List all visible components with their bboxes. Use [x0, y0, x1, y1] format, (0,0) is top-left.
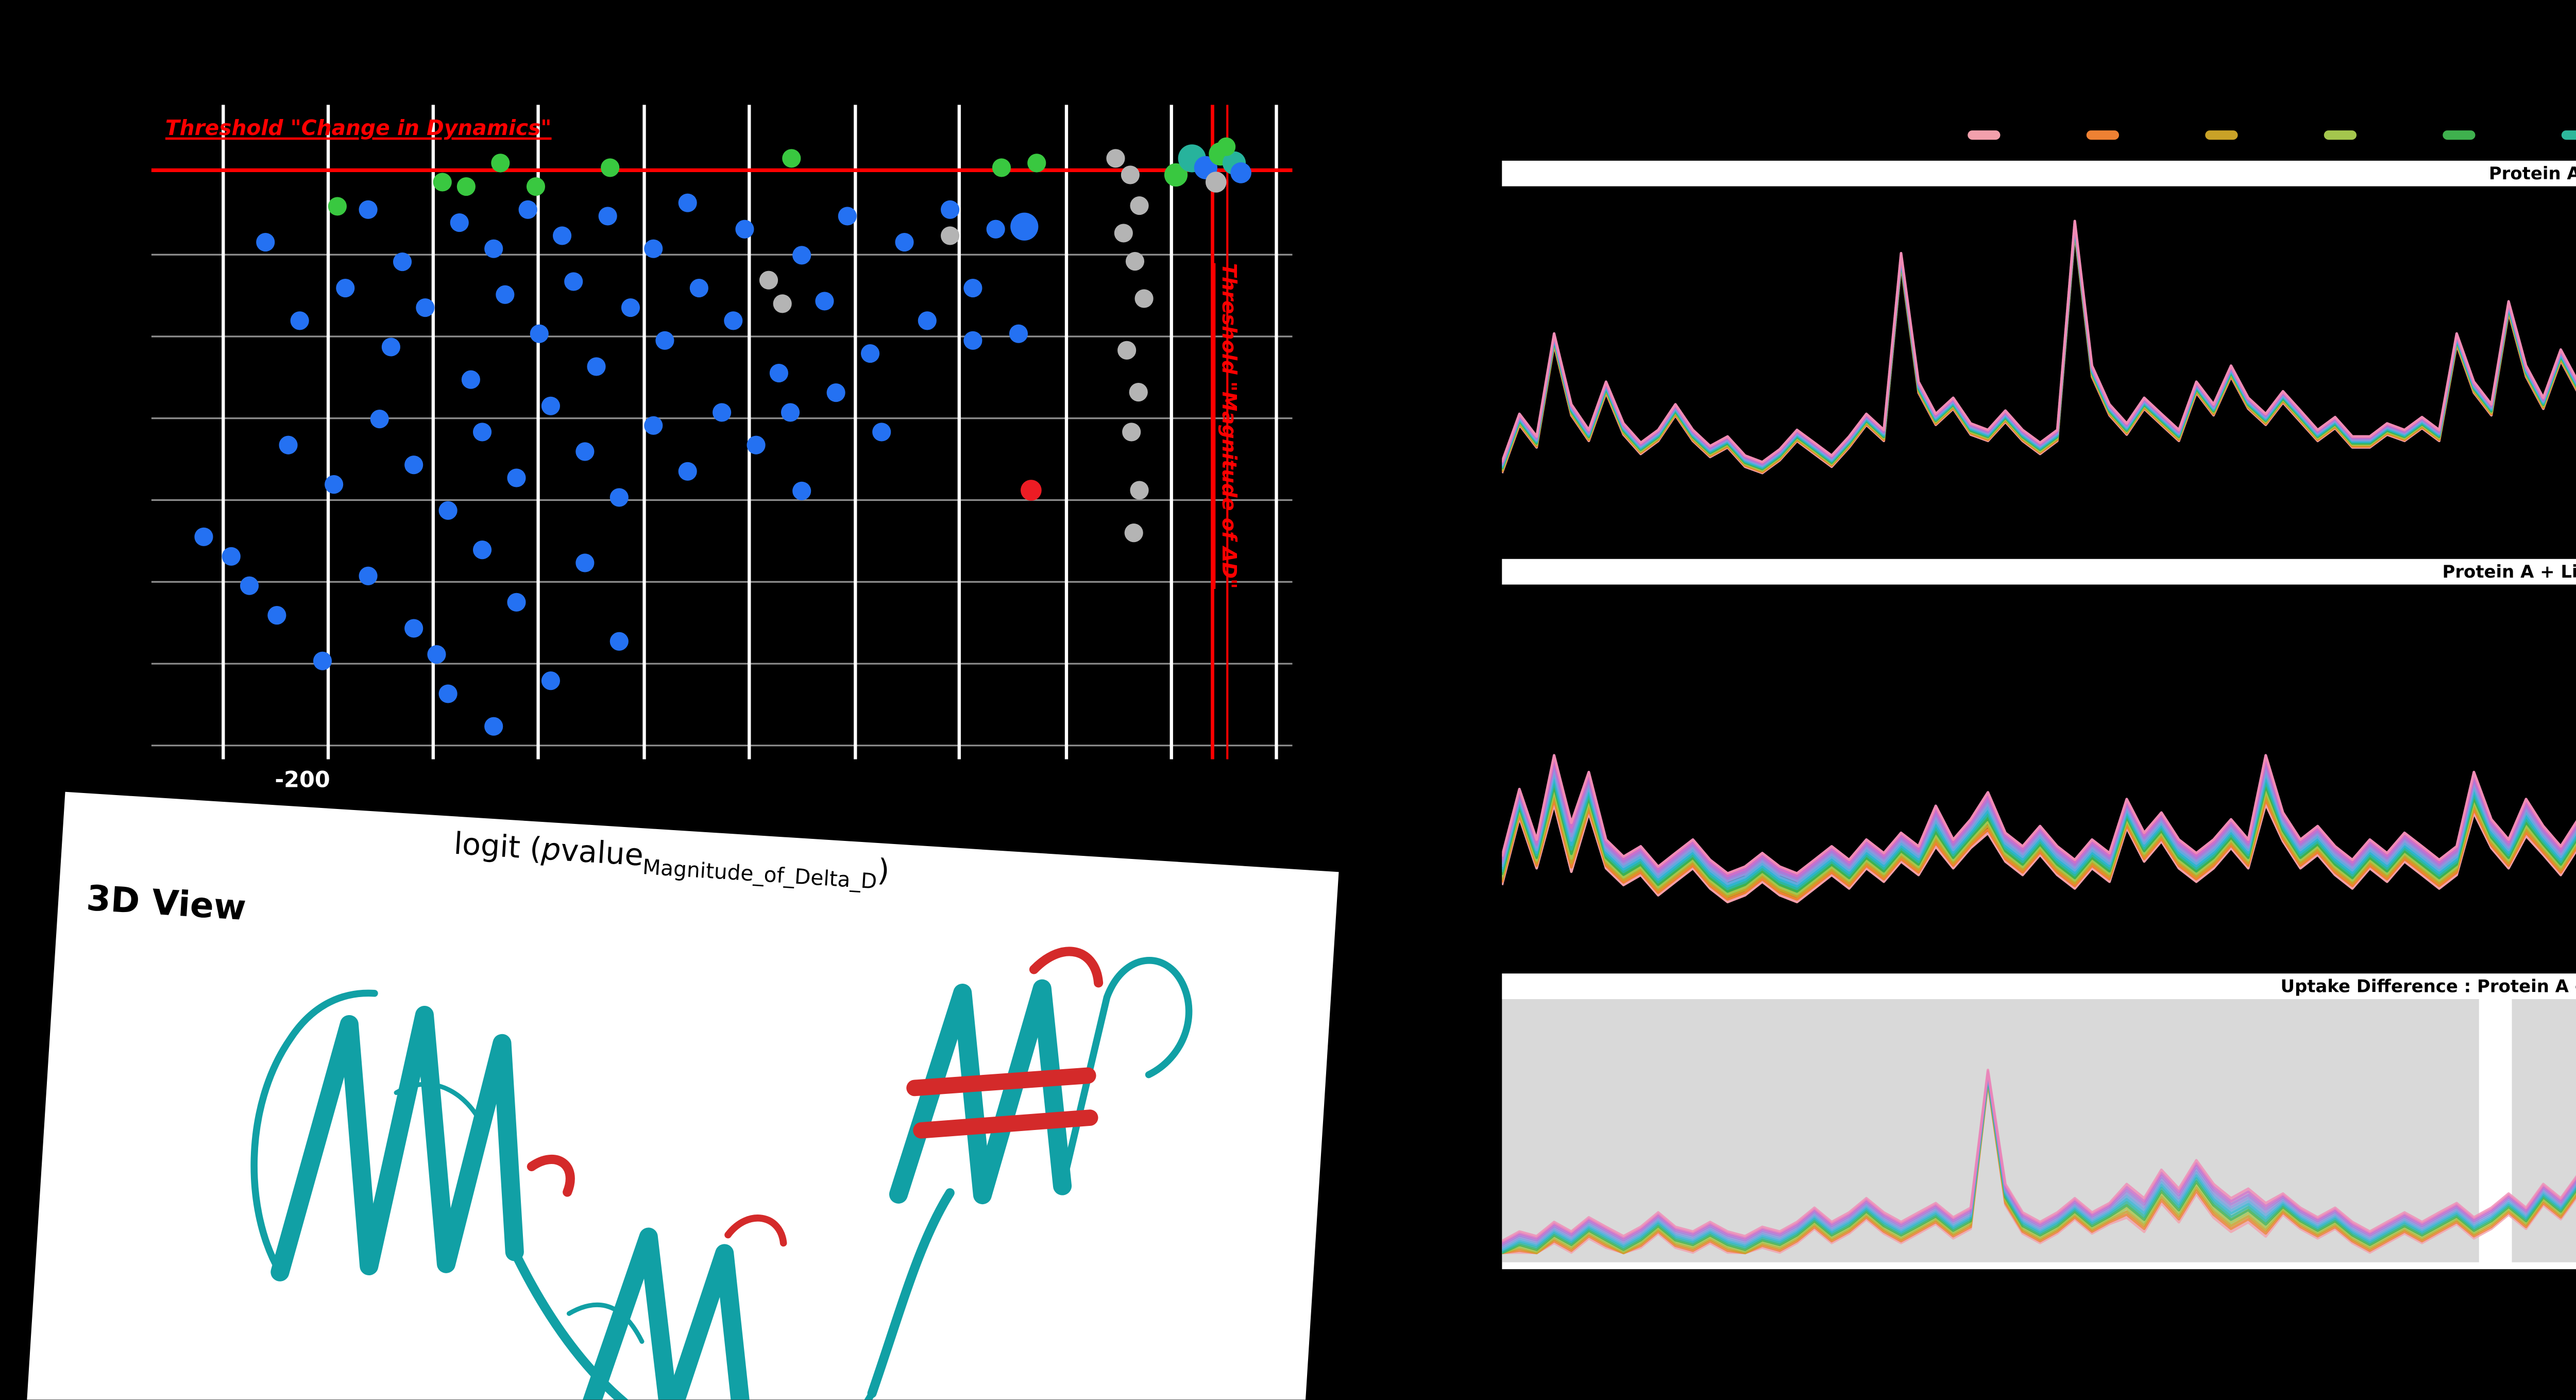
volcano-x-tick: -200: [275, 768, 330, 795]
xlabel-p: p: [540, 833, 562, 870]
chart-title-uptake-difference: Uptake Difference : Protein A - (Protein…: [1502, 973, 2576, 999]
3d-view-panel[interactable]: logit (pvalueMagnitude_of_Delta_D) 3D Vi…: [21, 791, 1339, 1400]
chart-panel-uptake-difference: Uptake Difference : Protein A - (Protein…: [1502, 973, 2576, 1270]
chart-panel-protein-a-ligand: Protein A + Ligand: [1502, 559, 2576, 955]
legend-swatch[interactable]: [1968, 130, 2001, 140]
xlabel-suffix: ): [876, 854, 891, 890]
timepoint-legend: [1968, 130, 2576, 140]
volcano-plot[interactable]: Threshold "Change in Dynamics" Threshold…: [151, 105, 1293, 760]
chart-panel-protein-a: Protein A: [1502, 160, 2576, 541]
legend-swatch[interactable]: [2205, 130, 2238, 140]
legend-swatch[interactable]: [2086, 130, 2120, 140]
uptake-difference-chart[interactable]: [1502, 999, 2576, 1270]
chart-title-protein-a-ligand: Protein A + Ligand: [1502, 559, 2576, 585]
xlabel-prefix: logit (: [452, 828, 543, 869]
legend-swatch[interactable]: [2561, 130, 2576, 140]
threshold-change-label: Threshold "Change in Dynamics": [165, 119, 552, 142]
uptake-chart-protein-a-ligand[interactable]: [1502, 584, 2576, 955]
uptake-chart-protein-a[interactable]: [1502, 186, 2576, 541]
chart-title-protein-a: Protein A: [1502, 160, 2576, 187]
legend-swatch[interactable]: [2443, 130, 2476, 140]
volcano-canvas[interactable]: [151, 105, 1293, 760]
threshold-magnitude-label: Threshold "Magnitude of ΔD": [1215, 263, 1239, 589]
protein-structure[interactable]: [21, 792, 1338, 1400]
xlabel-value: value: [560, 835, 645, 875]
legend-swatch[interactable]: [2324, 130, 2357, 140]
